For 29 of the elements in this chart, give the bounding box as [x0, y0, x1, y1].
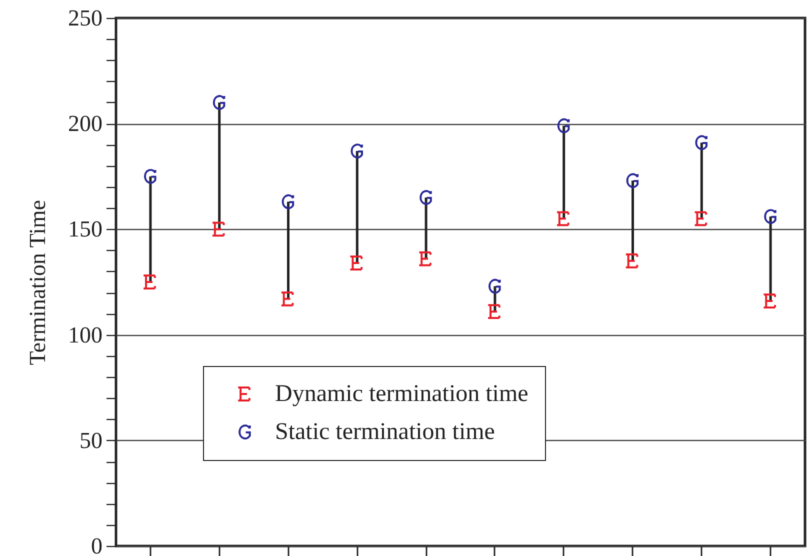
- point: [556, 211, 570, 226]
- point: [418, 251, 432, 266]
- y-tick-label: 50: [80, 428, 102, 453]
- point: [694, 211, 708, 226]
- y-tick-label: 100: [68, 322, 102, 348]
- point: [764, 209, 776, 224]
- point: [695, 135, 708, 150]
- point: [557, 118, 570, 134]
- point: [349, 256, 363, 270]
- point: [212, 95, 226, 110]
- point: [624, 253, 638, 268]
- y-tick-label: 250: [68, 6, 102, 30]
- point: [762, 294, 776, 308]
- point: [420, 190, 432, 205]
- y-axis-title: Termination Time: [25, 200, 50, 366]
- legend-label: Dynamic termination time: [275, 381, 528, 407]
- y-tick-label: 150: [68, 216, 102, 242]
- y-tick-label: 200: [68, 111, 102, 136]
- point: [142, 274, 156, 290]
- point: [282, 194, 294, 210]
- point: [211, 222, 225, 237]
- point: [626, 173, 639, 188]
- point: [144, 168, 156, 184]
- point: [488, 278, 501, 294]
- point: [280, 291, 294, 306]
- point: [487, 304, 500, 320]
- y-tick-label: 0: [91, 534, 102, 556]
- legend-label: Static termination time: [275, 419, 495, 445]
- point: [350, 144, 363, 159]
